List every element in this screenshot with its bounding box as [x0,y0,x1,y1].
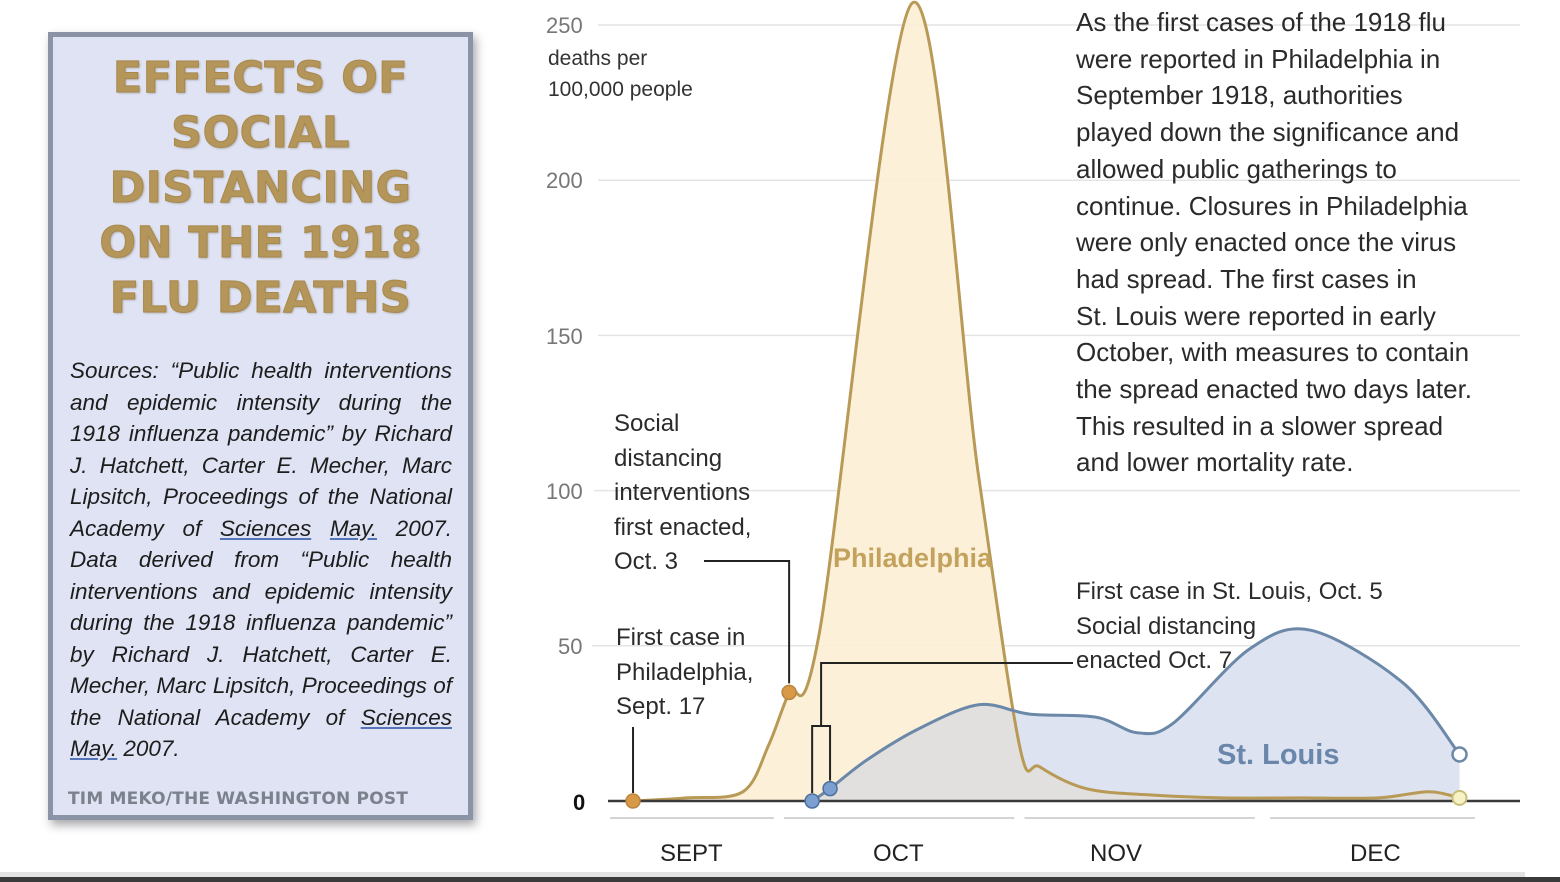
panel-title-line: EFFECTS OF [112,53,409,104]
marker-stl-first-case [804,793,820,809]
annotation-phl-distancing: Social distancing interventions first en… [614,410,751,575]
st-louis-line [811,627,1461,803]
annotation-line: Philadelphia, [616,659,753,686]
sources-link-sciences: Sciences [219,515,312,541]
leader-phl-distancing [704,560,791,684]
series-label-philadelphia: Philadelphia [833,543,993,573]
annotation-line: enacted Oct. 7 [1076,647,1232,674]
series-markers [625,684,1468,809]
annotation-line: interventions [614,479,750,506]
philadelphia-area [633,2,1460,801]
month-label: SEPT [660,840,723,867]
sources-text: Sources: “Public health interventions an… [70,355,452,765]
annotation-line: Sept. 17 [616,693,705,720]
y-tick-label: 250 [546,13,583,38]
description-line: As the first cases of the 1918 flu [1076,7,1446,37]
description-line: and lower mortality rate. [1076,447,1354,478]
description-line: were reported in Philadelphia in [1076,43,1441,74]
sources-text-part: 2007. [117,736,180,761]
panel-title-line: ON THE 1918 [99,218,422,269]
y-axis-label: deaths per [548,47,647,70]
annotation-line: First case in St. Louis, Oct. 5 [1076,578,1383,605]
y-tick-label: 100 [546,479,583,504]
sources-text-part: Sources: “Public health interventions an… [70,358,452,541]
marker-stl-distancing [822,780,838,797]
month-label: OCT [873,840,924,867]
sources-link-sciences: Sciences [360,704,452,730]
bottom-border [0,877,1560,882]
y-tick-label: 50 [558,634,582,659]
annotation-line: first enacted, [614,514,751,541]
description-text: As the first cases of the 1918 flu were … [1076,4,1536,481]
annotation-phl-first-case: First case in Philadelphia, Sept. 17 [616,624,753,720]
series-label-st-louis: St. Louis [1217,739,1339,771]
annotation-stl-events: First case in St. Louis, Oct. 5 Social d… [1076,578,1383,674]
annotation-line: distancing [614,445,722,472]
month-label: NOV [1090,840,1142,867]
description-line: had spread. The first cases in [1076,263,1417,294]
description-line: St. Louis were reported in early [1076,300,1436,331]
series-areas [633,2,1460,801]
panel-title: EFFECTS OF SOCIAL DISTANCING ON THE 1918… [53,51,468,326]
panel-title-line: SOCIAL [171,108,350,159]
sources-link-may: May. [329,515,377,541]
y-tick-label: 150 [546,324,583,349]
description-line: were only enacted once the virus [1076,227,1457,258]
x-axis-months: SEPT OCT NOV DEC [660,840,1401,867]
series-lines [608,0,1520,803]
leader-stl-events [820,662,1073,726]
annotation-leaders [632,560,1073,793]
annotation-line: First case in [616,624,745,651]
panel-title-line: DISTANCING [109,163,412,214]
description-line: September 1918, authorities [1076,80,1403,111]
sources-link-may: May. [70,736,118,761]
description-line: played down the significance and [1076,117,1460,148]
month-label: DEC [1350,840,1401,867]
marker-phl-end [1451,789,1468,806]
marker-stl-end [1451,746,1468,763]
philadelphia-line [632,0,1460,803]
annotation-line: Social distancing [1076,613,1256,640]
annotation-line: Social [614,410,679,437]
gridlines [592,24,1520,819]
annotation-line: Oct. 3 [614,548,678,575]
info-panel: EFFECTS OF SOCIAL DISTANCING ON THE 1918… [48,32,473,820]
marker-phl-distancing [781,684,797,701]
y-tick-label: 200 [546,168,583,193]
description-line: continue. Closures in Philadelphia [1076,190,1468,221]
sources-text-part: 2007. Data derived from “Public health i… [70,515,452,730]
y-tick-label: 0 [573,790,585,815]
description-line: October, with measures to contain [1076,337,1470,368]
marker-phl-first-case [625,793,641,809]
credit-line: TIM MEKO/THE WASHINGTON POST [68,789,409,809]
y-axis-label: 100,000 people [548,78,693,101]
description-line: This resulted in a slower spread [1076,410,1444,441]
y-axis-ticks: 250 200 150 100 50 0 [546,13,585,815]
description-line: allowed public gatherings to [1076,153,1397,184]
description-line: the spread enacted two days later. [1076,374,1473,405]
panel-title-line: FLU DEATHS [109,273,412,324]
leader-stl-bracket [811,725,832,793]
bottom-divider [0,872,1525,877]
